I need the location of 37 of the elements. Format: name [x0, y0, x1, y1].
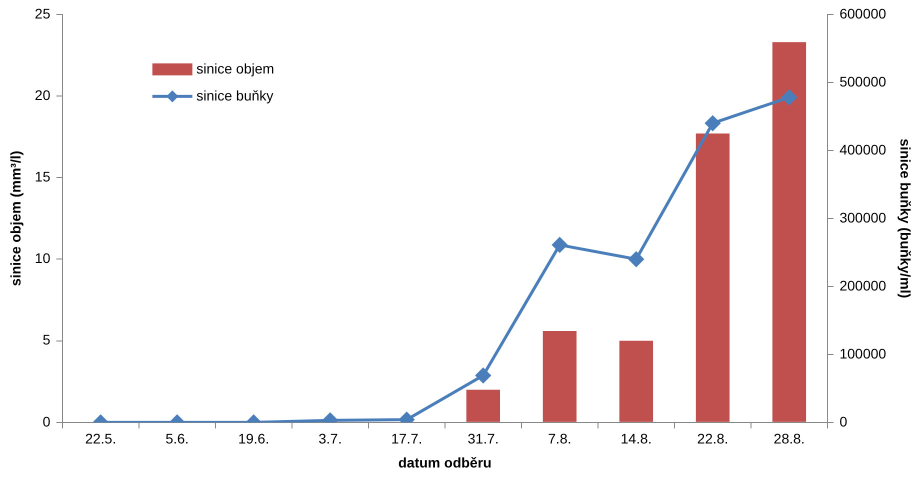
y2-tick-label: 200000 [839, 277, 886, 294]
legend-label: sinice buňky [196, 87, 274, 104]
x-tick-label: 22.5. [85, 430, 116, 447]
y-tick-label: 15 [34, 168, 51, 184]
y2-tick-label: 0 [839, 413, 848, 430]
point [705, 116, 720, 131]
y2-tick-label: 400000 [839, 141, 886, 158]
x-tick-label: 19.6. [238, 430, 270, 447]
x-tick-label: 17.7. [391, 430, 422, 447]
point [782, 90, 797, 105]
x-tick-label: 31.7. [468, 430, 499, 447]
y-tick-label: 20 [34, 86, 51, 103]
point [628, 252, 644, 267]
y-tick-label: 10 [34, 250, 51, 266]
y2-tick-label: 600000 [839, 5, 886, 22]
y2-tick-label: 100000 [839, 345, 886, 362]
y-tick-label: 5 [42, 332, 51, 348]
x-tick-label: 22.8. [697, 430, 728, 447]
x-tick-label: 28.8. [774, 430, 805, 447]
y-tick-label: 0 [42, 413, 51, 430]
bar [542, 331, 577, 422]
bar [696, 134, 730, 422]
x-axis-title: datum odběru [398, 454, 492, 470]
bar [466, 390, 500, 422]
y2-tick-label: 500000 [839, 73, 886, 90]
legend-label: sinice objem [196, 60, 274, 76]
y2-axis-title: sinice buňky (buňky/ml) [898, 138, 914, 298]
x-tick-label: 7.8. [548, 430, 572, 447]
x-tick-label: 5.6. [165, 430, 189, 447]
y-tick-label: 25 [34, 5, 51, 22]
y-axis-title: sinice objem (mm³/l) [7, 150, 24, 286]
y2-tick-label: 300000 [839, 209, 886, 226]
bar [772, 42, 806, 422]
bar [619, 340, 654, 422]
point [552, 237, 568, 252]
x-tick-label: 3.7. [318, 430, 342, 447]
x-tick-label: 14.8. [620, 430, 652, 447]
